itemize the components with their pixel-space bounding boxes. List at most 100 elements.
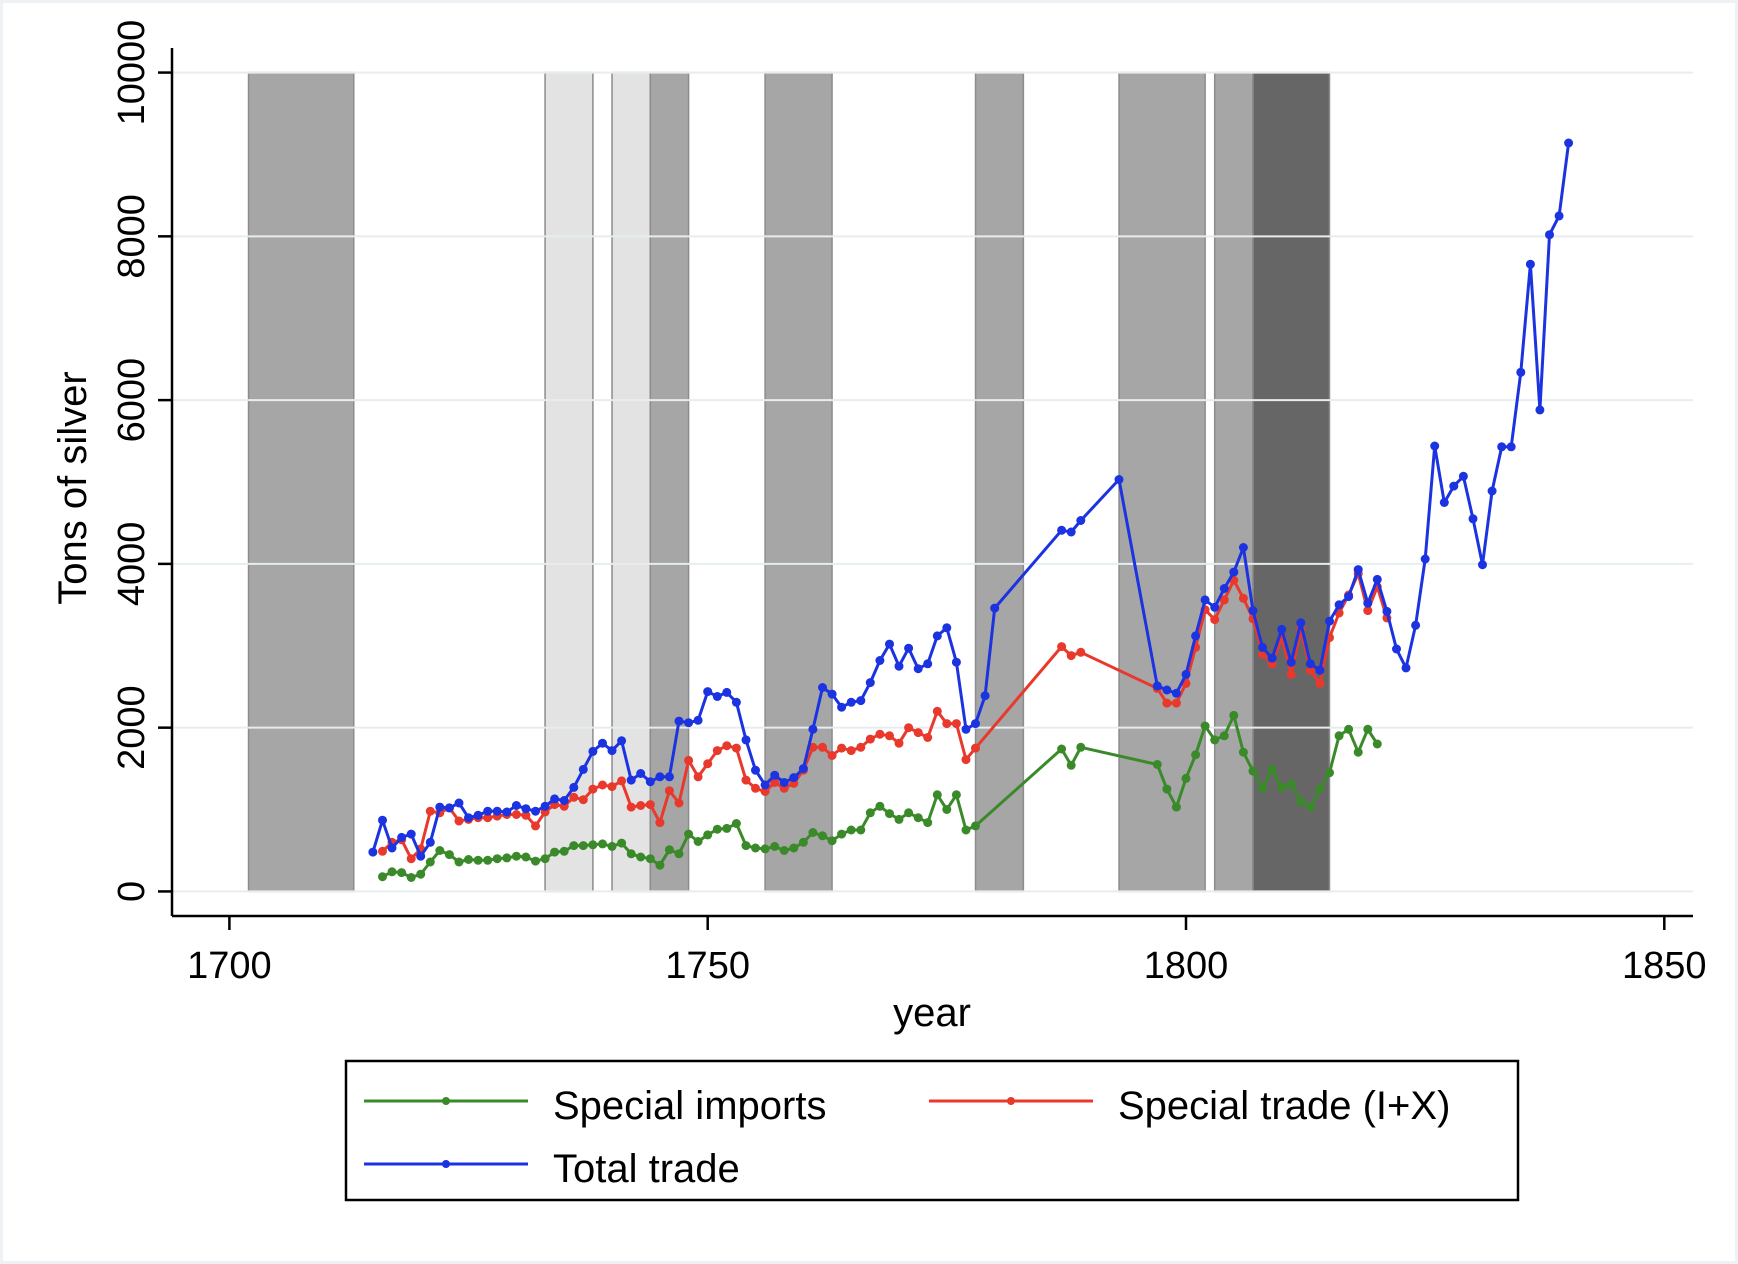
point-special-imports-1740 — [607, 841, 617, 851]
point-total-trade-1787 — [1057, 525, 1067, 535]
point-special-imports-1798 — [1162, 784, 1172, 794]
point-special-trade-i-x-1804 — [1219, 595, 1229, 605]
point-special-trade-i-x-1776 — [951, 719, 961, 729]
shaded-period-1793-1802 — [1118, 71, 1206, 893]
ytick-label-6000: 6000 — [111, 358, 153, 443]
point-special-imports-1734 — [550, 847, 560, 857]
point-special-imports-1747 — [674, 849, 684, 859]
point-special-imports-1813 — [1305, 802, 1315, 812]
point-special-imports-1716 — [378, 872, 387, 882]
point-special-imports-1723 — [444, 850, 454, 860]
point-special-trade-i-x-1761 — [808, 742, 818, 752]
point-special-trade-i-x-1737 — [578, 795, 588, 805]
point-special-imports-1721 — [425, 857, 435, 867]
point-total-trade-1747 — [674, 716, 684, 726]
point-total-trade-1830 — [1468, 514, 1478, 524]
point-special-imports-1804 — [1219, 731, 1229, 741]
point-special-imports-1732 — [531, 856, 540, 866]
point-total-trade-1798 — [1162, 685, 1172, 695]
point-total-trade-1750 — [703, 687, 713, 697]
point-special-trade-i-x-1811 — [1286, 669, 1296, 679]
point-total-trade-1804 — [1219, 584, 1229, 593]
point-special-imports-1811 — [1286, 779, 1296, 789]
point-total-trade-1751 — [712, 692, 722, 701]
legend-label-special-imports: Special imports — [553, 1084, 826, 1128]
point-total-trade-1803 — [1210, 602, 1220, 612]
point-total-trade-1753 — [731, 697, 741, 707]
point-total-trade-1752 — [722, 687, 732, 697]
ytick-label-0: 0 — [111, 881, 153, 902]
point-total-trade-1837 — [1535, 405, 1545, 415]
point-special-trade-i-x-1763 — [827, 751, 837, 760]
point-special-trade-i-x-1746 — [664, 786, 674, 796]
point-special-imports-1739 — [598, 839, 607, 849]
point-special-imports-1725 — [464, 855, 473, 864]
point-special-imports-1814 — [1315, 784, 1325, 794]
point-special-imports-1778 — [971, 821, 980, 831]
point-total-trade-1788 — [1066, 527, 1076, 537]
point-special-imports-1735 — [559, 846, 569, 856]
point-special-imports-1766 — [856, 825, 866, 835]
legend-marker-total-trade — [442, 1160, 450, 1168]
point-special-imports-1773 — [923, 818, 933, 828]
point-total-trade-1810 — [1277, 624, 1287, 634]
point-special-imports-1757 — [770, 841, 780, 851]
point-special-imports-1806 — [1238, 747, 1248, 757]
point-total-trade-1771 — [904, 643, 914, 653]
point-special-trade-i-x-1764 — [837, 743, 847, 753]
point-special-imports-1788 — [1066, 760, 1076, 770]
point-special-trade-i-x-1765 — [846, 746, 856, 756]
point-total-trade-1809 — [1267, 653, 1277, 663]
point-special-trade-i-x-1789 — [1076, 647, 1086, 657]
point-special-imports-1772 — [913, 813, 923, 823]
point-total-trade-1731 — [521, 804, 531, 814]
point-special-trade-i-x-1773 — [923, 733, 933, 742]
point-special-trade-i-x-1741 — [617, 776, 627, 786]
point-special-trade-i-x-1730 — [511, 810, 521, 819]
point-special-trade-i-x-1752 — [722, 741, 732, 751]
point-special-imports-1797 — [1152, 760, 1162, 769]
legend-label-total-trade: Total trade — [553, 1147, 740, 1191]
point-total-trade-1814 — [1315, 665, 1325, 675]
point-special-imports-1775 — [942, 805, 952, 814]
point-special-trade-i-x-1744 — [645, 800, 655, 810]
point-total-trade-1758 — [779, 778, 789, 787]
point-total-trade-1827 — [1439, 498, 1449, 507]
point-total-trade-1805 — [1229, 567, 1239, 577]
point-special-imports-1820 — [1372, 739, 1382, 749]
point-total-trade-1800 — [1181, 669, 1191, 679]
point-special-imports-1770 — [894, 814, 904, 824]
point-special-imports-1718 — [397, 868, 407, 878]
point-special-trade-i-x-1774 — [932, 706, 942, 716]
point-special-imports-1758 — [779, 846, 789, 855]
legend: Special imports Special trade (I+X) Tota… — [344, 1059, 1520, 1202]
point-total-trade-1748 — [684, 718, 694, 728]
point-total-trade-1718 — [397, 832, 407, 842]
point-special-imports-1745 — [655, 860, 665, 870]
point-total-trade-1729 — [502, 807, 512, 817]
point-total-trade-1799 — [1171, 688, 1181, 698]
point-special-imports-1720 — [416, 869, 426, 879]
point-special-trade-i-x-1731 — [521, 810, 531, 820]
point-special-trade-i-x-1762 — [818, 742, 827, 752]
point-total-trade-1780 — [990, 603, 1000, 613]
point-special-imports-1749 — [693, 837, 703, 846]
point-total-trade-1766 — [856, 696, 866, 706]
point-special-imports-1767 — [865, 808, 875, 818]
point-special-imports-1717 — [387, 867, 397, 877]
point-total-trade-1808 — [1258, 642, 1267, 652]
point-total-trade-1743 — [636, 769, 646, 778]
legend-label-special-trade: Special trade (I+X) — [1118, 1084, 1450, 1128]
point-total-trade-1716 — [378, 815, 387, 825]
point-total-trade-1745 — [655, 772, 665, 782]
point-special-imports-1741 — [617, 838, 627, 848]
point-special-imports-1787 — [1057, 744, 1067, 754]
point-total-trade-1773 — [923, 659, 933, 669]
point-special-imports-1815 — [1325, 768, 1334, 778]
point-special-imports-1751 — [712, 824, 722, 834]
point-total-trade-1802 — [1200, 595, 1210, 605]
point-special-imports-1736 — [569, 841, 579, 851]
point-total-trade-1776 — [951, 657, 961, 667]
y-axis-title: Tons of silver — [51, 371, 95, 604]
